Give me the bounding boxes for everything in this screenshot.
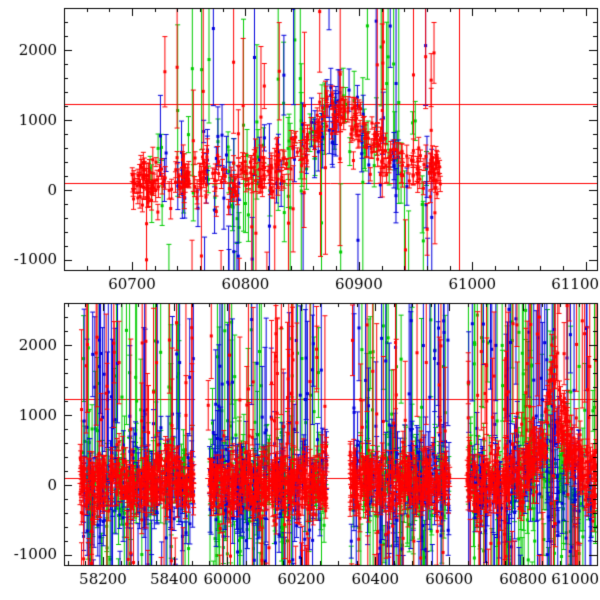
bottom-panel-canvas [0,300,600,600]
top-panel-canvas [0,0,600,300]
